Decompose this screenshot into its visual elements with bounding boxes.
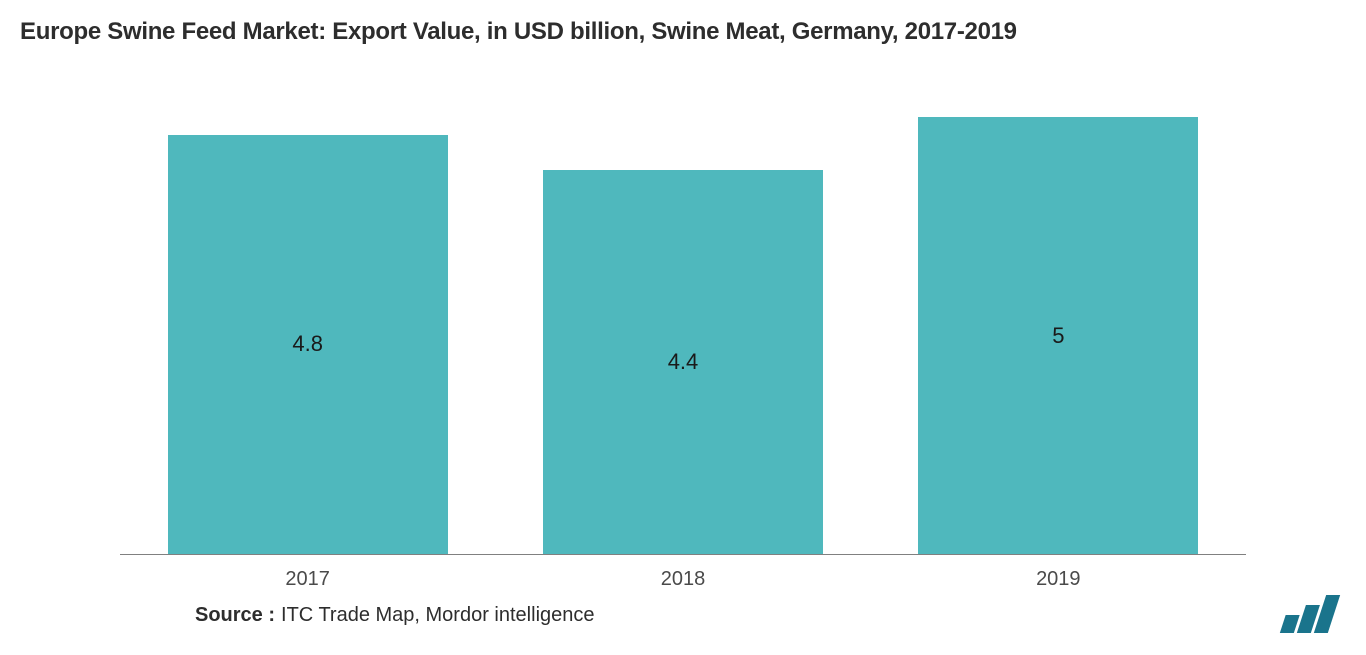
bars-container: 4.8 2017 4.4 2018 5 2019	[120, 100, 1246, 554]
bar-group-2019: 5 2019	[871, 100, 1246, 554]
bar-value-label: 5	[1052, 323, 1064, 349]
source-text: ITC Trade Map, Mordor intelligence	[281, 604, 594, 627]
chart-plot-area: 4.8 2017 4.4 2018 5 2019	[120, 100, 1246, 555]
source-label: Source :	[195, 604, 275, 627]
bar-group-2018: 4.4 2018	[495, 100, 870, 554]
bar-2017: 4.8	[168, 135, 448, 554]
bar-value-label: 4.8	[292, 331, 323, 357]
bar-2018: 4.4	[543, 170, 823, 554]
category-label: 2019	[1036, 568, 1081, 591]
category-label: 2017	[285, 568, 330, 591]
bar-value-label: 4.4	[668, 349, 699, 375]
mordor-logo	[1286, 595, 1334, 633]
logo-bars-icon	[1280, 595, 1340, 633]
source-attribution: Source : ITC Trade Map, Mordor intellige…	[195, 604, 595, 627]
category-label: 2018	[661, 568, 706, 591]
bar-2019: 5	[918, 117, 1198, 554]
chart-title: Europe Swine Feed Market: Export Value, …	[0, 0, 1366, 46]
bar-group-2017: 4.8 2017	[120, 100, 495, 554]
